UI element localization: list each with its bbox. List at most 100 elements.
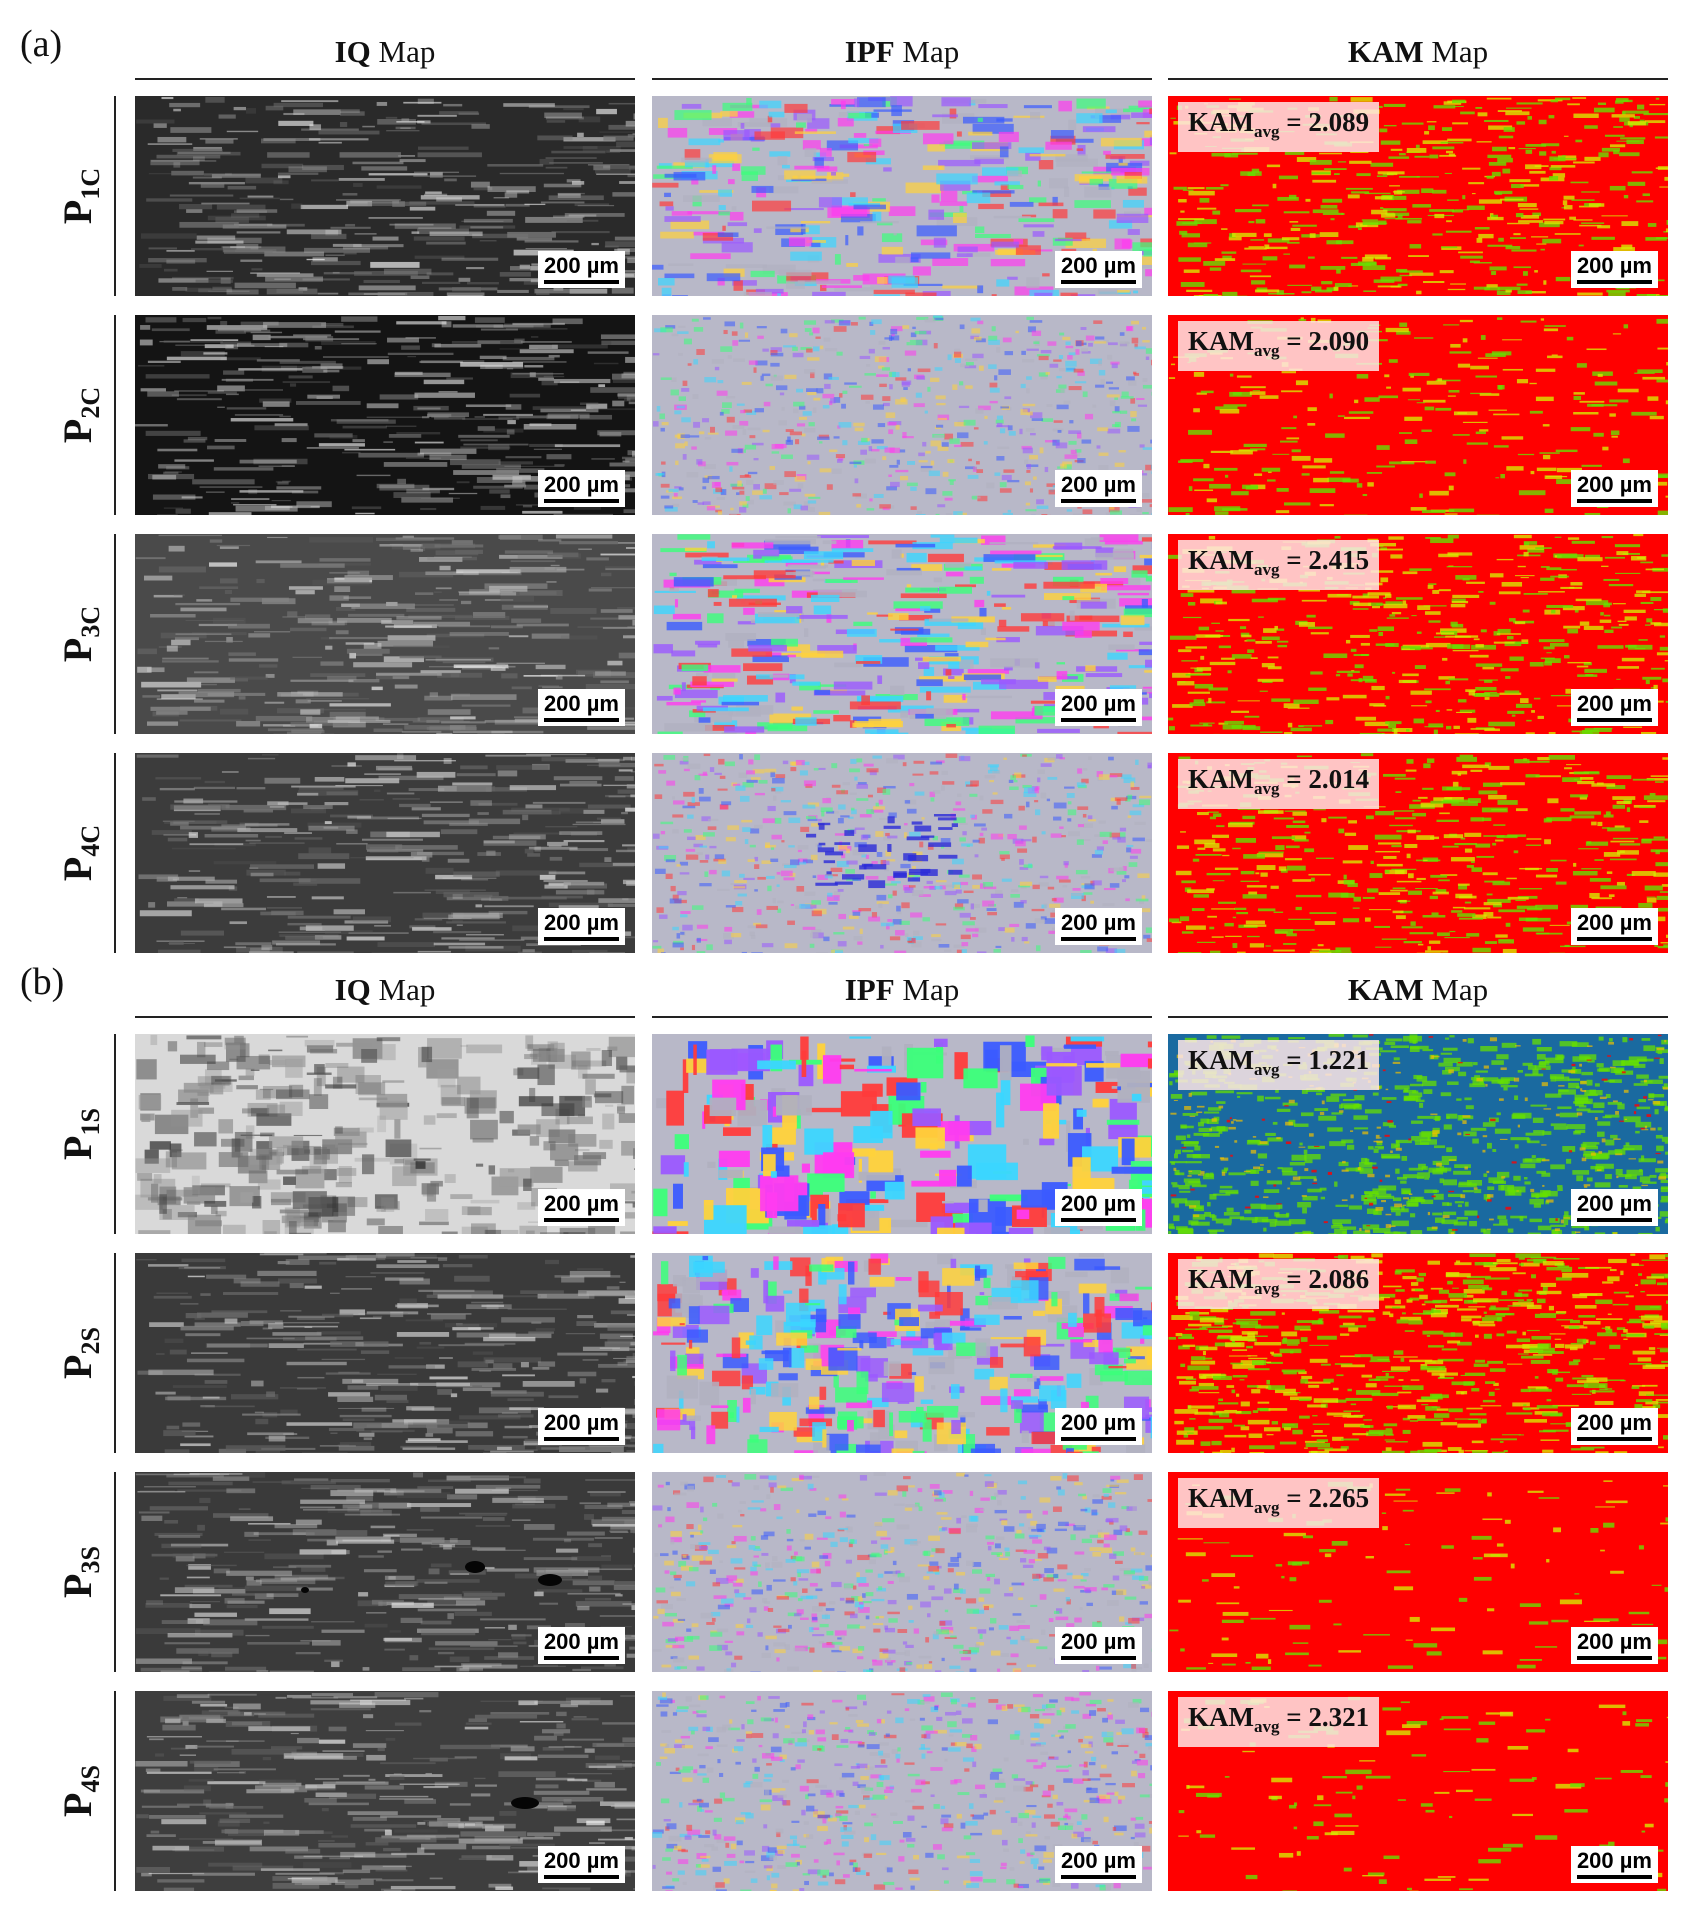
scale-bar-label: 200 µm (1060, 1848, 1136, 1873)
kam-subscript: avg (1253, 1717, 1280, 1736)
row-divider-line (114, 1253, 116, 1453)
scale-bar-line (1060, 280, 1136, 284)
kam-prefix: KAM (1188, 1045, 1254, 1075)
row-label-text: P1C (48, 96, 108, 296)
row-divider-line (114, 1472, 116, 1672)
kam-average-label: KAMavg = 2.086 (1178, 1259, 1380, 1309)
kam-subscript: avg (1253, 122, 1280, 141)
scale-bar-label: 200 µm (543, 253, 619, 278)
row-label: P3C (48, 534, 120, 734)
scale-bar: 200 µm (1570, 1846, 1658, 1883)
scale-bar: 200 µm (1570, 908, 1658, 945)
column-header-rest: Map (902, 972, 960, 1007)
scale-bar-label: 200 µm (543, 1191, 619, 1216)
kam-value: = 2.014 (1286, 764, 1370, 794)
kam-average-label: KAMavg = 2.014 (1178, 759, 1380, 809)
kam-prefix: KAM (1188, 545, 1254, 575)
scale-bar-line (1060, 937, 1136, 941)
row-label-main: P (55, 199, 100, 225)
column-header-bold: IPF (844, 34, 895, 69)
kam-value: = 2.086 (1286, 1264, 1370, 1294)
kam-average-label: KAMavg = 1.221 (1178, 1040, 1380, 1090)
ipf-map-image: 200 µm (652, 753, 1152, 953)
scale-bar: 200 µm (537, 689, 625, 726)
scale-bar: 200 µm (1054, 908, 1142, 945)
scale-bar-line (543, 718, 619, 722)
scale-bar-label: 200 µm (543, 691, 619, 716)
scale-bar-label: 200 µm (543, 1629, 619, 1654)
kam-map-image: KAMavg = 2.090 200 µm (1168, 315, 1668, 515)
row-divider-line (114, 96, 116, 296)
scale-bar-label: 200 µm (1060, 253, 1136, 278)
kam-prefix: KAM (1188, 107, 1254, 137)
scale-bar-line (1060, 1656, 1136, 1660)
scale-bar-label: 200 µm (1060, 1410, 1136, 1435)
scale-bar-line (1060, 1437, 1136, 1441)
row-label-text: P2S (48, 1253, 108, 1453)
scale-bar-line (543, 1875, 619, 1879)
kam-prefix: KAM (1188, 326, 1254, 356)
panel-a-column-header: KAM Map (1168, 32, 1668, 80)
scale-bar: 200 µm (1570, 1408, 1658, 1445)
scale-bar: 200 µm (537, 908, 625, 945)
scale-bar-line (1576, 718, 1652, 722)
kam-map-image: KAMavg = 2.086 200 µm (1168, 1253, 1668, 1453)
scale-bar-label: 200 µm (1060, 910, 1136, 935)
row-label-text: P2C (48, 315, 108, 515)
scale-bar-label: 200 µm (1576, 253, 1652, 278)
scale-bar-label: 200 µm (543, 1410, 619, 1435)
ipf-map-image: 200 µm (652, 315, 1152, 515)
row-label: P1S (48, 1034, 120, 1234)
column-header-bold: IQ (334, 972, 371, 1007)
row-label-text: P3C (48, 534, 108, 734)
row-label-text: P4S (48, 1691, 108, 1891)
panel-b-column-header: IPF Map (652, 970, 1152, 1018)
scale-bar-label: 200 µm (1060, 691, 1136, 716)
panel-b-column-header: IQ Map (135, 970, 635, 1018)
scale-bar-line (1576, 1437, 1652, 1441)
ipf-map-texture (652, 1253, 1152, 1453)
row-label: P3S (48, 1472, 120, 1672)
kam-prefix: KAM (1188, 764, 1254, 794)
column-header-bold: KAM (1347, 972, 1424, 1007)
ipf-map-image: 200 µm (652, 96, 1152, 296)
kam-map-image: KAMavg = 2.415 200 µm (1168, 534, 1668, 734)
kam-map-image: KAMavg = 2.321 200 µm (1168, 1691, 1668, 1891)
row-label-sub: 3S (76, 1546, 105, 1574)
kam-value: = 1.221 (1286, 1045, 1370, 1075)
scale-bar-line (543, 1437, 619, 1441)
iq-map-image: 200 µm (135, 96, 635, 296)
ipf-map-image: 200 µm (652, 1472, 1152, 1672)
panel-a-column-header: IPF Map (652, 32, 1152, 80)
kam-subscript: avg (1253, 560, 1280, 579)
column-header-rest: Map (1431, 34, 1489, 69)
iq-map-image: 200 µm (135, 1253, 635, 1453)
row-label-sub: 1S (76, 1108, 105, 1136)
row-divider-line (114, 753, 116, 953)
row-divider-line (114, 1691, 116, 1891)
scale-bar: 200 µm (537, 470, 625, 507)
kam-average-label: KAMavg = 2.265 (1178, 1478, 1380, 1528)
row-label-main: P (55, 856, 100, 882)
scale-bar-line (543, 280, 619, 284)
iq-map-image: 200 µm (135, 1691, 635, 1891)
scale-bar-line (1576, 937, 1652, 941)
ipf-map-texture (652, 1472, 1152, 1672)
scale-bar-line (543, 1218, 619, 1222)
row-label-sub: 1C (76, 167, 105, 200)
kam-map-texture (1168, 1034, 1668, 1234)
iq-map-texture (135, 1472, 635, 1672)
scale-bar-line (1576, 1875, 1652, 1879)
scale-bar-label: 200 µm (1060, 1191, 1136, 1216)
panel-a-column-header: IQ Map (135, 32, 635, 80)
row-label-text: P3S (48, 1472, 108, 1672)
iq-map-image: 200 µm (135, 534, 635, 734)
kam-average-label: KAMavg = 2.089 (1178, 102, 1380, 152)
row-label-main: P (55, 637, 100, 663)
row-divider-line (114, 1034, 116, 1234)
column-header-bold: IPF (844, 972, 895, 1007)
kam-value: = 2.090 (1286, 326, 1370, 356)
row-label-sub: 3C (76, 605, 105, 638)
row-label: P1C (48, 96, 120, 296)
row-label: P2S (48, 1253, 120, 1453)
